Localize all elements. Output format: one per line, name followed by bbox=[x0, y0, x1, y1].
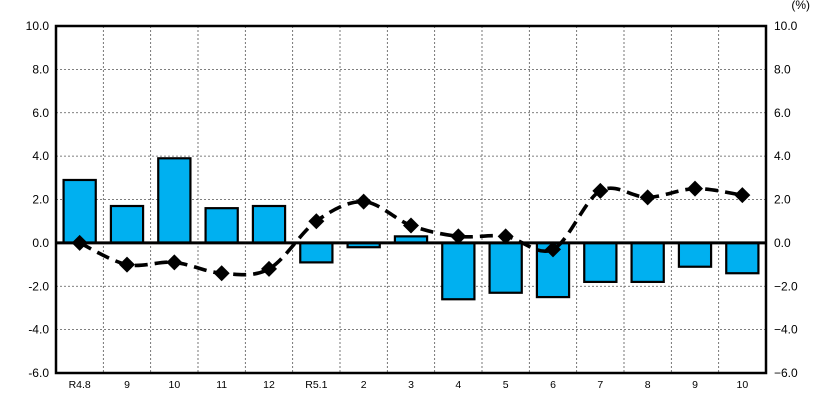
x-tick-label: R5.1 bbox=[305, 379, 327, 391]
bar bbox=[630, 241, 665, 284]
bar-series bbox=[62, 157, 760, 301]
line-marker-diamond bbox=[71, 234, 88, 251]
bar bbox=[583, 241, 618, 284]
x-tick-label: 2 bbox=[361, 379, 367, 391]
bar bbox=[251, 204, 287, 244]
y-axis-right: 10.0 8.0 6.0 4.0 2.0 0.0 −2.0 −4.0 −6.0 bbox=[774, 19, 798, 380]
x-tick-label: 11 bbox=[216, 379, 227, 391]
y-tick-label-right: 4.0 bbox=[774, 149, 791, 163]
y-tick-label-left: -4.0 bbox=[28, 323, 49, 337]
y-tick-label-right: 0.0 bbox=[774, 236, 791, 250]
line-marker-diamond bbox=[687, 180, 703, 197]
bar bbox=[157, 157, 192, 244]
line-marker-diamond bbox=[639, 189, 656, 206]
y-tick-label-left: 0.0 bbox=[32, 236, 49, 250]
bar bbox=[725, 241, 760, 275]
bar bbox=[299, 241, 334, 264]
line-marker-diamond bbox=[166, 254, 183, 271]
gridlines bbox=[56, 25, 766, 374]
x-tick-label: 9 bbox=[692, 379, 698, 391]
line-marker-diamond bbox=[734, 187, 751, 204]
x-tick-label: 10 bbox=[736, 379, 748, 391]
bar bbox=[62, 178, 97, 244]
line-marker-diamond bbox=[545, 241, 561, 258]
line-marker-diamond bbox=[308, 213, 325, 230]
plot-border bbox=[54, 24, 768, 375]
x-tick-label: 5 bbox=[503, 379, 509, 391]
line-marker-diamond bbox=[261, 260, 277, 277]
line-marker-diamond bbox=[497, 228, 514, 245]
bar bbox=[441, 241, 476, 301]
x-tick-label: 3 bbox=[408, 379, 414, 391]
y-tick-label-right: 2.0 bbox=[774, 193, 791, 207]
line-marker-diamond bbox=[213, 265, 230, 282]
x-tick-label: R4.8 bbox=[69, 379, 91, 391]
bar bbox=[677, 241, 713, 268]
y-tick-label-right: −4.0 bbox=[774, 323, 798, 337]
y-tick-label-right: −6.0 bbox=[774, 366, 798, 380]
bar bbox=[488, 241, 523, 294]
y-tick-label-right: 8.0 bbox=[774, 62, 791, 76]
bar bbox=[204, 207, 239, 244]
y-axis-left: 10.0 8.0 6.0 4.0 2.0 0.0 -2.0 -4.0 -6.0 bbox=[26, 19, 50, 380]
line-marker-diamond bbox=[450, 228, 467, 245]
line-marker-diamond bbox=[355, 193, 372, 210]
line-marker-diamond bbox=[403, 217, 419, 234]
line-marker-diamond bbox=[119, 256, 135, 273]
y-tick-label-left: 4.0 bbox=[32, 149, 49, 163]
bar bbox=[109, 204, 145, 244]
x-axis: R4.8 9 10 11 12 R5.1 2 3 4 5 6 7 8 9 10 bbox=[69, 379, 749, 391]
y-tick-label-left: 2.0 bbox=[32, 193, 49, 207]
plot-frame bbox=[54, 24, 768, 375]
x-tick-label: 4 bbox=[455, 379, 461, 391]
x-tick-label: 7 bbox=[597, 379, 603, 391]
x-tick-label: 12 bbox=[263, 379, 275, 391]
line-series bbox=[71, 180, 751, 282]
y-tick-label-left: 6.0 bbox=[32, 106, 49, 120]
y-tick-label-left: 8.0 bbox=[32, 62, 49, 76]
y-tick-label-right: −2.0 bbox=[774, 279, 798, 293]
x-tick-label: 9 bbox=[124, 379, 130, 391]
line-marker-diamond bbox=[592, 182, 609, 199]
unit-label: (%) bbox=[791, 0, 810, 12]
y-tick-label-left: 10.0 bbox=[26, 19, 50, 33]
y-tick-label-left: -6.0 bbox=[28, 366, 49, 380]
x-tick-label: 6 bbox=[550, 379, 556, 391]
x-tick-label: 8 bbox=[645, 379, 651, 391]
x-tick-label: 10 bbox=[168, 379, 180, 391]
y-tick-label-left: -2.0 bbox=[28, 279, 49, 293]
y-tick-label-right: 10.0 bbox=[774, 19, 798, 33]
y-tick-label-right: 6.0 bbox=[774, 106, 791, 120]
